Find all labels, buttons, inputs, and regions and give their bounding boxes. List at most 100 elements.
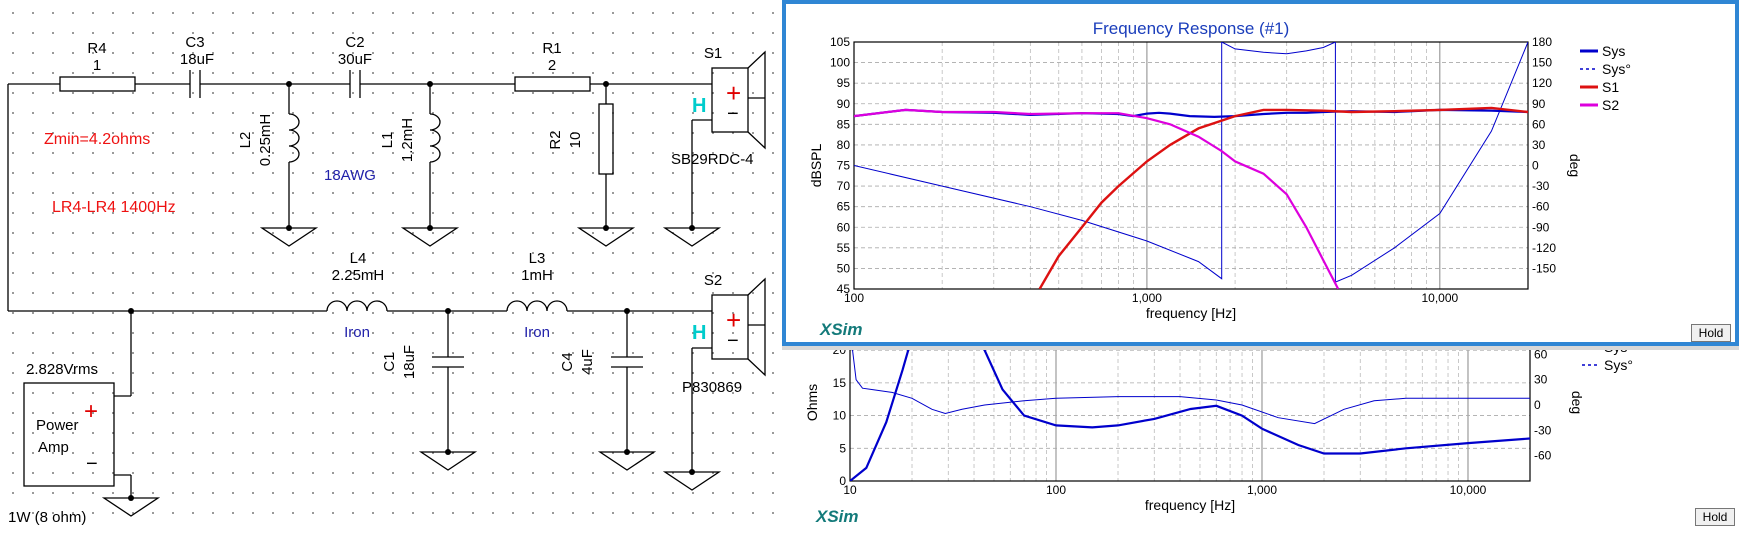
x-tick-label: 100: [844, 291, 864, 305]
legend-label: S1: [1602, 79, 1619, 95]
chart-title: Frequency Response (#1): [1093, 19, 1290, 38]
y-tick-label: 80: [837, 138, 851, 152]
l1-inductor[interactable]: [429, 113, 441, 163]
y2-tick-label: 60: [1532, 117, 1546, 131]
y2-tick-label: -30: [1534, 423, 1552, 437]
c2-name: C2: [345, 34, 364, 51]
x-tick-label: 10,000: [1450, 483, 1487, 497]
r2-value: 10: [567, 132, 584, 149]
frequency-response-panel[interactable]: 100 1,000 10,000 105 100 95 90 85 80 75 70 65 60 55 50…: [782, 0, 1739, 346]
y2-tick-label: 120: [1532, 76, 1552, 90]
s2-name: S2: [704, 272, 722, 289]
hold-button-2[interactable]: Hold: [1695, 508, 1735, 526]
l2-inductor[interactable]: [288, 113, 300, 163]
y-tick-label: 5: [839, 441, 846, 455]
y2-tick-label: 60: [1534, 350, 1548, 361]
y2-tick-label: -60: [1534, 449, 1552, 463]
c2-value: 30uF: [338, 51, 372, 68]
y2-tick-label: 30: [1534, 373, 1548, 387]
zmin-note: Zmin=4.2ohms: [44, 131, 150, 148]
c4-value: 4uF: [579, 349, 596, 375]
y-tick-label: 60: [837, 220, 851, 234]
l4-core: Iron: [344, 324, 370, 341]
l3-core: Iron: [524, 324, 550, 341]
l3-inductor[interactable]: [506, 300, 568, 312]
legend-label: S2: [1602, 97, 1619, 113]
power-amp-source[interactable]: [23, 382, 115, 487]
y-tick-label: 20: [833, 350, 847, 357]
c3-value: 18uF: [180, 51, 214, 68]
s1-speaker[interactable]: [711, 67, 749, 133]
source-power: 1W (8 ohm): [8, 509, 86, 526]
s2-plus-mark: +: [726, 305, 741, 335]
c1-value: 18uF: [401, 345, 418, 379]
r1-resistor[interactable]: [514, 76, 591, 92]
source-label-2: Amp: [38, 439, 69, 456]
c4-name: C4: [559, 352, 576, 371]
y2-tick-label: 30: [1532, 138, 1546, 152]
source-label-1: Power: [36, 417, 79, 434]
y-tick-label: 15: [833, 376, 847, 390]
frequency-response-chart: 100 1,000 10,000 105 100 95 90 85 80 75 70 65 60 55 50…: [808, 19, 1631, 321]
y2-tick-label: 90: [1532, 97, 1546, 111]
wire-gauge-note: 18AWG: [324, 167, 376, 184]
y-tick-label: 95: [837, 76, 851, 90]
y-tick-label: 50: [837, 261, 851, 275]
l2-value: 0.25mH: [257, 114, 274, 167]
y2-tick-label: -120: [1532, 241, 1556, 255]
x-tick-label: 10,000: [1421, 291, 1458, 305]
l4-value: 2.25mH: [332, 267, 385, 284]
x-tick-label: 1,000: [1132, 291, 1162, 305]
l4-name: L4: [350, 250, 367, 267]
legend-label: Sys°: [1602, 61, 1631, 77]
s1-plus-mark: +: [726, 78, 741, 108]
l2-name: L2: [237, 132, 254, 149]
y-tick-label: 85: [837, 117, 851, 131]
s2-h-mark: H: [692, 322, 706, 344]
y-tick-label: 70: [837, 179, 851, 193]
y2-tick-label: -30: [1532, 179, 1550, 193]
r4-resistor[interactable]: [59, 76, 136, 92]
l3-name: L3: [529, 250, 546, 267]
y2-axis-label: deg: [1567, 154, 1583, 177]
impedance-panel[interactable]: 101001,00010,000201510509060300-30-60fre…: [782, 322, 1739, 528]
series-s2-line: [854, 108, 1340, 289]
y-tick-label: 0: [839, 474, 846, 488]
l4-inductor[interactable]: [326, 300, 388, 312]
legend-label: Sys: [1602, 43, 1625, 59]
s2-speaker[interactable]: [711, 294, 749, 360]
y-axis-label: dBSPL: [808, 143, 824, 187]
y2-axis-label: deg: [1569, 391, 1585, 414]
amp-minus-mark: −: [86, 453, 98, 475]
r2-resistor[interactable]: [598, 103, 614, 175]
plot-panels: 100 1,000 10,000 105 100 95 90 85 80 75 70 65 60 55 50…: [782, 0, 1739, 528]
x-tick-label: 100: [1046, 483, 1066, 497]
legend-label: Sys: [1604, 350, 1627, 355]
y2-tick-label: -150: [1532, 261, 1556, 275]
y2-tick-label: -90: [1532, 220, 1550, 234]
xsim-label-2: XSim: [816, 507, 859, 526]
y2-tick-label: 150: [1532, 56, 1552, 70]
x-tick-label: 10: [843, 483, 857, 497]
panel-divider[interactable]: [782, 346, 1739, 350]
c3-name: C3: [185, 34, 204, 51]
y2-tick-label: 0: [1532, 159, 1539, 173]
s1-h-mark: H: [692, 95, 706, 117]
l1-value: 1.2mH: [399, 118, 416, 162]
series-sys-phase-line: [850, 329, 1530, 425]
r2-name: R2: [547, 130, 564, 149]
y-tick-label: 10: [833, 409, 847, 423]
y-tick-label: 65: [837, 200, 851, 214]
r4-value: 1: [93, 57, 101, 74]
s1-name: S1: [704, 45, 722, 62]
y-tick-label: 90: [837, 97, 851, 111]
c1-name: C1: [381, 352, 398, 371]
crossover-note: LR4-LR4 1400Hz: [52, 199, 176, 216]
y2-tick-label: -60: [1532, 200, 1550, 214]
legend-label: Sys°: [1604, 357, 1633, 373]
y-tick-label: 75: [837, 159, 851, 173]
crossover-schematic[interactable]: + − H + − H + − R4 1 C3 18uF C2 30uF R1 …: [0, 0, 780, 528]
hold-button[interactable]: Hold: [1691, 324, 1731, 342]
amp-plus-mark: +: [84, 398, 98, 425]
y-tick-label: 55: [837, 241, 851, 255]
